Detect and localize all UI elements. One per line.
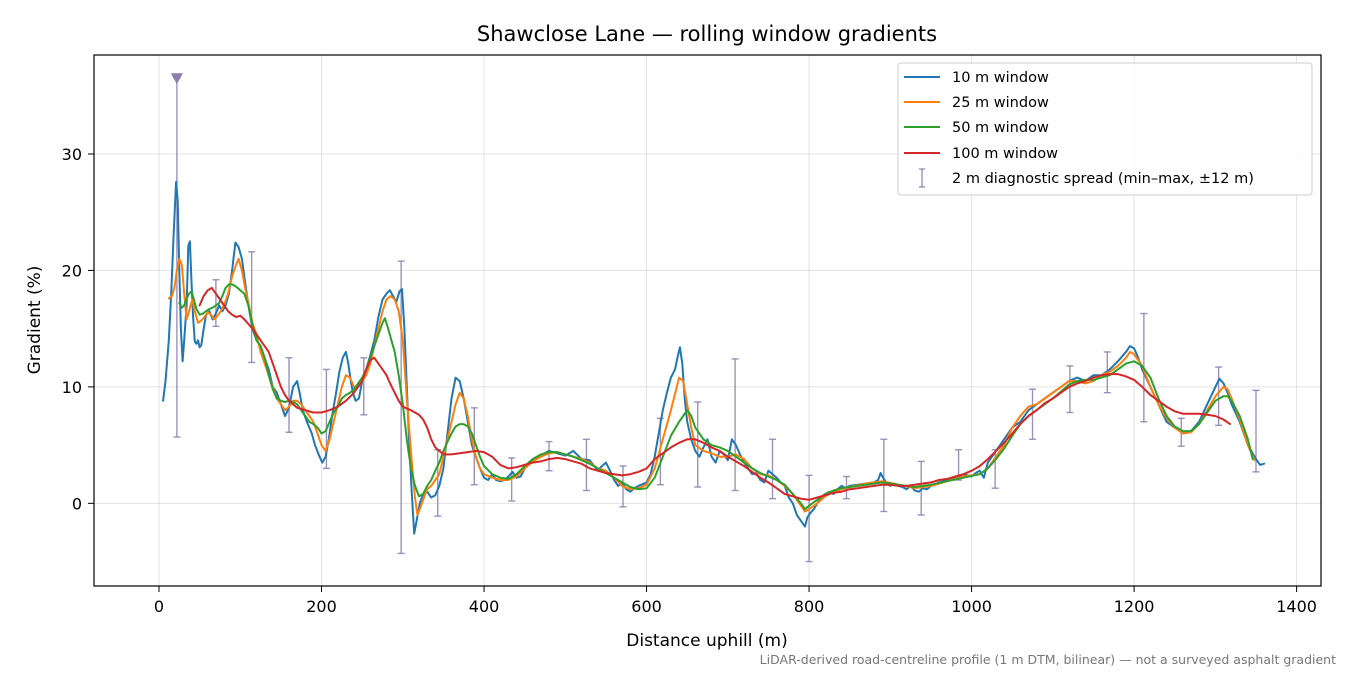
x-tick-label: 200 (306, 597, 337, 616)
spread-bar (582, 438, 590, 492)
clipped-marker-layer (170, 73, 183, 85)
y-axis-label: Gradient (%) (25, 266, 45, 375)
legend-label-100m: 100 m window (952, 146, 1058, 162)
x-tick-label: 1200 (1114, 597, 1155, 616)
footnote: LiDAR-derived road-centreline profile (1… (760, 652, 1336, 667)
y-tick-label: 30 (62, 145, 82, 164)
legend-swatch-spread (919, 168, 925, 188)
spread-bar (1215, 366, 1223, 427)
spread-bar (731, 358, 739, 492)
y-tick-label: 10 (62, 378, 82, 397)
spread-bar (397, 260, 405, 555)
series-line-25m (167, 257, 1256, 516)
series-line-10m (162, 180, 1266, 535)
x-tick-label: 400 (469, 597, 500, 616)
legend: 10 m window 25 m window 50 m window 100 … (897, 62, 1313, 196)
spread-bar (285, 357, 293, 433)
spread-bar (248, 251, 256, 364)
x-tick-label: 600 (631, 597, 662, 616)
x-axis-label: Distance uphill (m) (626, 631, 787, 651)
x-tick-label: 1000 (951, 597, 992, 616)
plot-frame (93, 54, 1322, 587)
axis-ticks: 0 200 400 600 800 1000 1200 1400 0 10 20 30 (62, 145, 1317, 616)
spread-bar (805, 474, 813, 563)
x-tick-label: 800 (794, 597, 825, 616)
x-tick-label: 1400 (1276, 597, 1317, 616)
clipped-marker (170, 73, 183, 85)
spread-bar (1066, 365, 1074, 414)
legend-label-50m: 50 m window (952, 120, 1049, 136)
spread-bar (545, 440, 553, 472)
series-line-100m (198, 286, 1231, 501)
spread-bar (880, 438, 888, 513)
y-tick-label: 0 (72, 494, 82, 513)
chart-title: Shawclose Lane — rolling window gradient… (477, 22, 937, 46)
legend-label-10m: 10 m window (952, 70, 1049, 86)
legend-label-spread: 2 m diagnostic spread (min–max, ±12 m) (952, 171, 1254, 187)
series-lines (162, 180, 1266, 535)
legend-label-25m: 25 m window (952, 95, 1049, 111)
spread-bar (360, 357, 368, 416)
spread-bar (694, 401, 702, 488)
spread-error-bars (173, 77, 1260, 563)
x-tick-label: 0 (154, 597, 164, 616)
legend-box (897, 62, 1313, 196)
spread-bar (769, 438, 777, 500)
y-tick-label: 20 (62, 261, 82, 280)
